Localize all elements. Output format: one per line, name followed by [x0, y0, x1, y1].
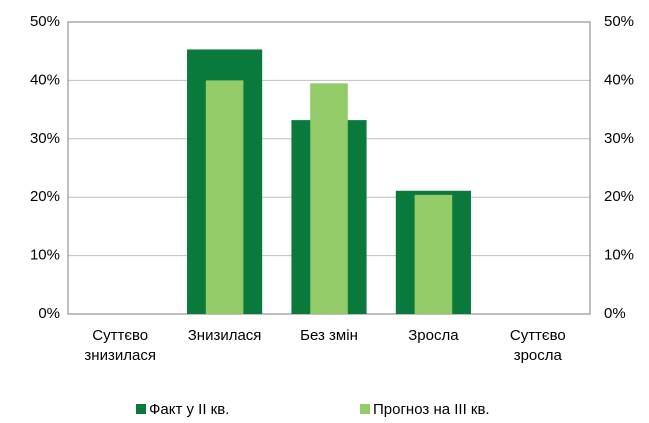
x-tick-label: Суттєво знизилася [84, 327, 156, 364]
bar [414, 194, 453, 314]
y2-tick-label: 40% [604, 71, 634, 88]
legend-swatch [136, 404, 146, 414]
y2-tick-label: 10% [604, 247, 634, 264]
x-tick-label: Зросла [408, 327, 459, 344]
legend-label: Факт у II кв. [149, 401, 229, 418]
x-tick-label: Знизилася [187, 327, 262, 344]
y2-tick-label: 0% [604, 305, 626, 322]
y-tick-label: 10% [30, 247, 60, 264]
x-tick-label: Суттєво зросла [509, 327, 566, 364]
bar [310, 83, 348, 314]
bar [205, 80, 244, 315]
y-tick-label: 0% [38, 305, 60, 322]
x-tick-label: Без змін [300, 327, 358, 344]
y2-tick-label: 50% [604, 13, 634, 30]
y-tick-label: 30% [30, 130, 60, 147]
y2-tick-label: 30% [604, 130, 634, 147]
y-tick-label: 40% [30, 71, 60, 88]
legend-swatch [360, 404, 370, 414]
legend-label: Прогноз на III кв. [373, 401, 490, 418]
y-tick-label: 50% [30, 13, 60, 30]
y-tick-label: 20% [30, 188, 60, 205]
y2-tick-label: 20% [604, 188, 634, 205]
